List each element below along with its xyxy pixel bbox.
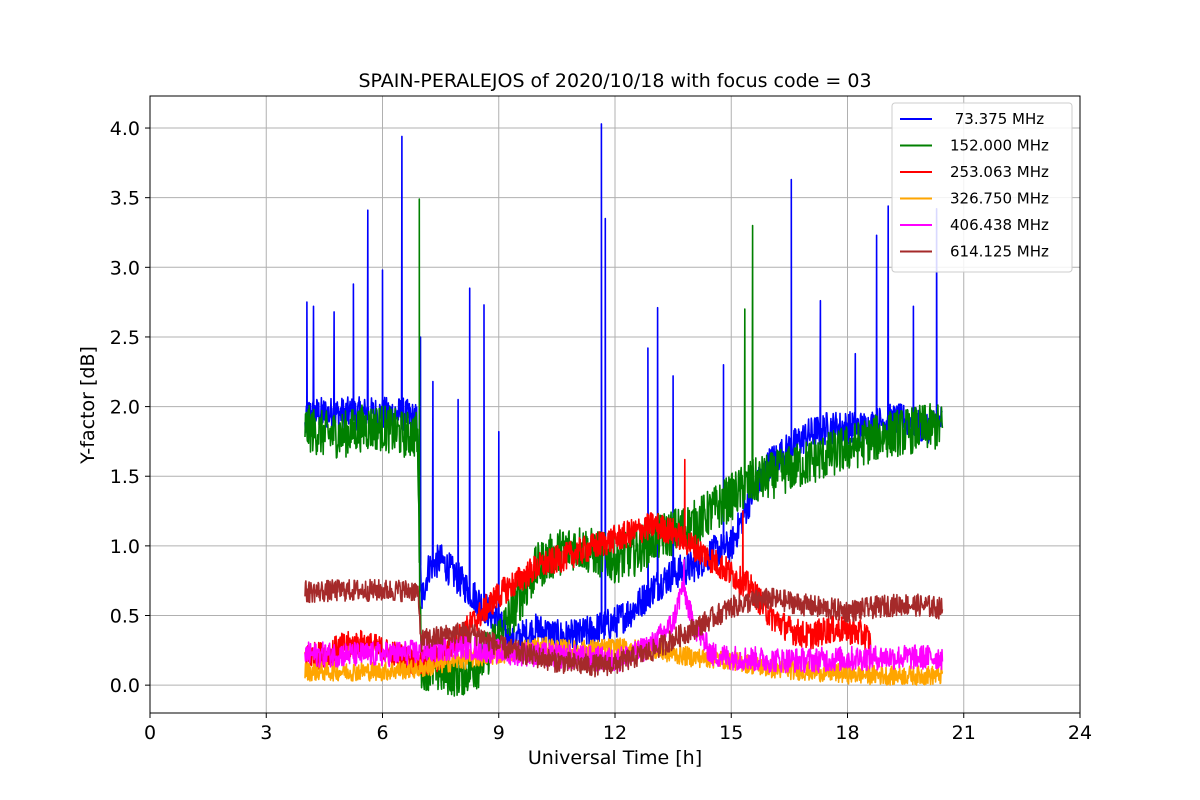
- y-tick-label: 2.5: [110, 327, 140, 349]
- y-tick-label: 0.0: [110, 675, 140, 697]
- x-tick-label: 9: [493, 722, 505, 744]
- y-tick-label: 3.5: [110, 188, 140, 210]
- legend-box: [891, 102, 1073, 273]
- y-tick-label: 4.0: [110, 118, 140, 140]
- series-line-5: [304, 578, 944, 678]
- y-tick-label: 1.5: [110, 466, 140, 488]
- x-tick-label: 21: [952, 722, 976, 744]
- y-tick-label: 2.0: [110, 397, 140, 419]
- series-line-1: [304, 198, 944, 697]
- x-tick-label: 6: [376, 722, 388, 744]
- plot-area: 0 3 6 9 12 15 18 21 24 0.0 0.5 1.0 1.5 2.0 2.5 3.0 3.5 4.…: [110, 95, 1092, 744]
- legend: 73.375 MHz 152.000 MHz 253.063 MHz 326.750 …: [891, 102, 1073, 273]
- legend-label-0: 73.375 MHz: [950, 110, 1044, 128]
- x-tick-label: 0: [144, 722, 156, 744]
- chart-title: SPAIN-PERALEJOS of 2020/10/18 with focus…: [358, 70, 871, 92]
- x-tick-label: 3: [260, 722, 272, 744]
- legend-label-5: 614.125 MHz: [950, 243, 1049, 261]
- legend-label-3: 326.750 MHz: [950, 190, 1049, 208]
- series-line-3: [304, 636, 944, 686]
- x-tick-label: 18: [835, 722, 859, 744]
- legend-label-2: 253.063 MHz: [950, 163, 1049, 181]
- y-axis-label: Y-factor [dB]: [77, 346, 99, 465]
- x-axis-label: Universal Time [h]: [528, 747, 702, 769]
- series-line-0: [304, 123, 943, 661]
- y-tick-label: 0.5: [110, 606, 140, 628]
- legend-label-4: 406.438 MHz: [950, 216, 1049, 234]
- y-tick-label: 1.0: [110, 536, 140, 558]
- legend-label-1: 152.000 MHz: [950, 137, 1049, 155]
- series-line-4: [304, 559, 944, 674]
- x-tick-label: 15: [719, 722, 743, 744]
- x-tick-label: 12: [603, 722, 627, 744]
- x-tick-label: 24: [1068, 722, 1092, 744]
- y-tick-label: 3.0: [110, 257, 140, 279]
